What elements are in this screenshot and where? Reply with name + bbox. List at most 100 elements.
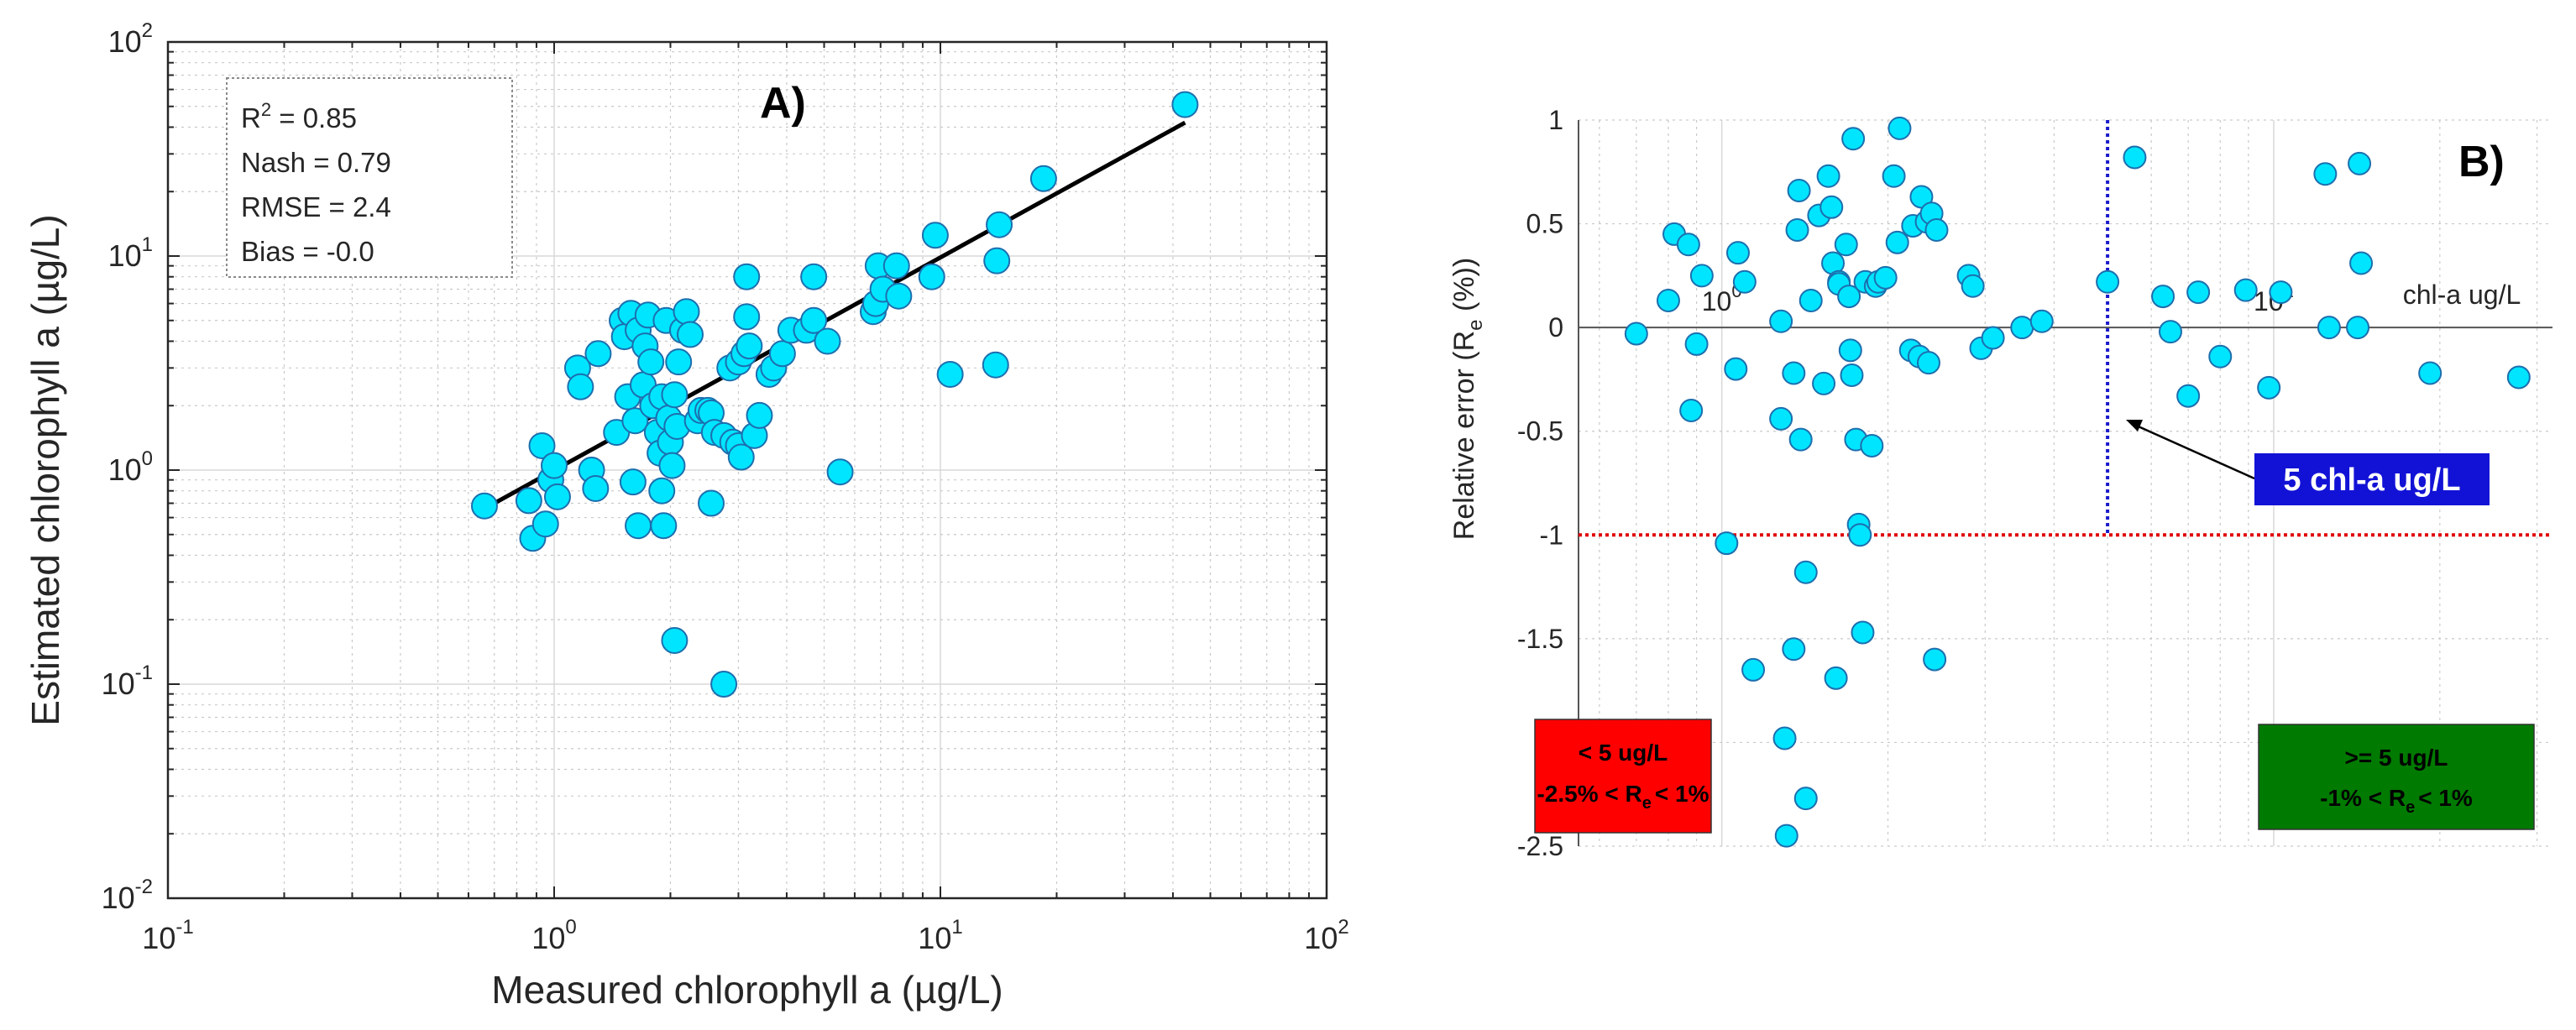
panel-a-y-tick-label: 10-2	[102, 876, 153, 915]
annotation-box	[2254, 453, 2490, 505]
annotation-text: 5 chl-a ug/L	[2283, 463, 2460, 498]
panel-a-data-point	[727, 443, 755, 471]
panel-b-data-point	[1684, 332, 1709, 356]
panel-b-y-tick-label: -2.5	[1517, 831, 1563, 861]
panel-b-data-point	[1848, 523, 1872, 547]
panel-b-data-point	[1924, 217, 1949, 242]
panel-a-data-point	[936, 360, 964, 388]
panel-a-data-point	[543, 483, 571, 510]
panel-a-x-tick-label: 10-1	[142, 916, 193, 955]
panel-b-data-point	[1741, 657, 1766, 682]
panel-b-data-point	[1624, 322, 1648, 346]
panel-b-data-point	[1837, 285, 1861, 309]
panel-a-y-tick-label: 10-1	[102, 661, 153, 701]
panel-b-data-point	[1787, 179, 1811, 203]
panel-b-data-point	[1782, 361, 1806, 385]
panel-a-data-point	[515, 487, 542, 515]
panel-a-data-point	[665, 348, 693, 376]
panel-a-x-tick-label: 102	[1304, 916, 1348, 955]
panel-b-data-point	[2317, 316, 2341, 340]
panel-b-points	[1624, 116, 2531, 848]
panel-a-data-point	[621, 407, 649, 435]
panel-a-stat-nash: Nash = 0.79	[241, 147, 391, 178]
panel-a-y-axis-label: Estimated chlorophyll a (µg/L)	[24, 214, 67, 725]
panel-a-data-point	[625, 512, 652, 540]
panel-a-data-point	[768, 340, 796, 368]
panel-a-data-point	[882, 252, 910, 280]
panel-b-data-point	[1819, 195, 1844, 219]
panel-b-data-point	[1732, 269, 1757, 294]
panel-b-data-point	[1961, 274, 1985, 298]
panel-a-data-point	[658, 452, 686, 479]
panel-a-tick-marks	[167, 41, 1327, 899]
panel-b-data-point	[1841, 127, 1866, 151]
panel-b-data-point	[1772, 726, 1797, 750]
panel-b-data-point	[2123, 145, 2147, 170]
panel-a-stat-r2: R2 = 0.85	[241, 99, 357, 133]
panel-a-y-tick-label: 102	[108, 19, 153, 59]
panel-b-data-point	[1834, 233, 1858, 257]
panel-b-data-point	[2418, 361, 2442, 385]
panel-b-y-tick-label: -1	[1540, 520, 1563, 550]
panel-b-data-point	[1725, 241, 1750, 265]
panel-a-data-point	[661, 381, 689, 409]
range-box-low-line1: < 5 ug/L	[1579, 740, 1668, 766]
panel-a-data-point	[528, 431, 556, 459]
panel-b-x-axis-label: chl-a ug/L	[2403, 280, 2521, 310]
panel-a-y-tick-label: 100	[108, 447, 153, 487]
panel-b-data-point	[2506, 365, 2531, 390]
panel-b-y-tick-label: -1.5	[1517, 624, 1563, 654]
panel-b-data-point	[2313, 162, 2338, 186]
panel-b-y-tick-label: 0	[1548, 312, 1563, 342]
panel-a-data-point	[531, 510, 559, 538]
panel-b-y-axis-label: Relative error (Re (%))	[1448, 258, 1487, 540]
panel-a-y-tick-label: 101	[108, 233, 153, 273]
panel-a-data-point	[733, 303, 761, 331]
panel-b-data-point	[2151, 285, 2175, 309]
panel-a-fit-line	[488, 120, 1186, 508]
panel-b-data-point	[1785, 217, 1809, 242]
panel-b-y-tick-label: -0.5	[1517, 416, 1563, 447]
panel-a-data-point	[650, 512, 678, 540]
range-box-high-line1: >= 5 ug/L	[2345, 745, 2448, 771]
panel-b-data-point	[2346, 316, 2370, 340]
panel-b-data-point	[1715, 531, 1739, 556]
panel-b-data-point	[1676, 233, 1700, 257]
panel-a-data-point	[710, 671, 738, 698]
panel-a-data-point	[800, 306, 828, 334]
panel-b-data-point	[2233, 278, 2258, 302]
panel-b-data-point	[1788, 427, 1813, 452]
panel-a-data-point	[648, 477, 676, 505]
panel-a-data-point	[584, 340, 612, 368]
range-box-high	[2258, 724, 2535, 830]
panel-a-data-point	[619, 468, 647, 496]
panel-b-data-point	[2176, 384, 2201, 408]
panel-a-scatter-chart: 10-1 100 101 102 10-2 10-1 100 101 102 M…	[24, 19, 1349, 1012]
panel-b-data-point	[1860, 434, 1884, 458]
panel-a-data-point	[1029, 165, 1057, 192]
panel-b-data-point	[1679, 399, 1704, 422]
range-box-low	[1534, 719, 1712, 834]
panel-a-data-point	[826, 458, 854, 486]
panel-a-data-point	[661, 626, 689, 654]
panel-a-data-point	[698, 489, 725, 517]
panel-b-data-point	[1656, 289, 1680, 313]
panel-a-data-point	[541, 452, 568, 479]
panel-b-scatter-chart: 1 0.5 0 -0.5 -1 -1.5 -2 -2.5 100 101 chl…	[1448, 105, 2552, 861]
panel-b-data-point	[1824, 666, 1848, 690]
panel-a-data-point	[800, 263, 828, 290]
panel-a-data-point	[814, 327, 841, 355]
panel-a-data-point	[986, 211, 1013, 238]
panel-a-data-point	[637, 348, 665, 376]
panel-b-data-point	[1724, 357, 1748, 381]
panel-a-data-point	[983, 247, 1011, 274]
panel-a-data-point	[921, 222, 949, 249]
panel-b-data-point	[1981, 326, 2005, 350]
panel-a-data-point	[1171, 91, 1199, 118]
panel-b-data-point	[1882, 164, 1906, 188]
panel-a-data-point	[567, 373, 594, 400]
panel-b-data-point	[1798, 289, 1823, 313]
panel-a-data-point	[746, 401, 773, 429]
panel-b-data-point	[2029, 309, 2054, 333]
